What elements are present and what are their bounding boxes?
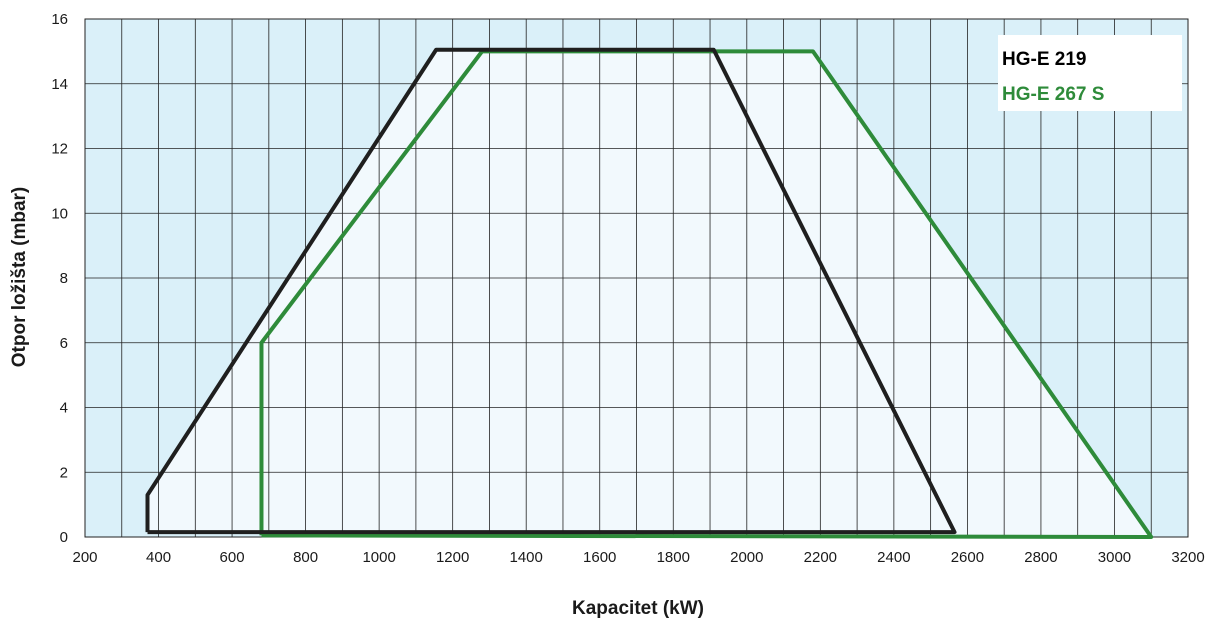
x-tick-label: 2200: [804, 549, 837, 566]
x-tick-labels: 200 400 600 800 1000 1200 1400 1600 1800 2000 2200…: [72, 549, 1204, 566]
x-axis-title: Kapacitet (kW): [572, 598, 704, 619]
region-fill-2: [261, 51, 1152, 537]
x-tick-label: 800: [293, 549, 318, 566]
y-tick-label: 10: [51, 205, 68, 222]
x-tick-label: 2400: [877, 549, 910, 566]
legend: HG-E 219 HG-E 267 S: [998, 35, 1182, 111]
x-tick-label: 3200: [1171, 549, 1204, 566]
legend-label-hg-e-267-s: HG-E 267 S: [1002, 84, 1104, 105]
x-tick-label: 1600: [583, 549, 616, 566]
x-tick-label: 2000: [730, 549, 763, 566]
series-line-hg-e-219: [145, 47, 957, 535]
x-tick-label: 1000: [362, 549, 395, 566]
y-tick-label: 4: [60, 400, 68, 417]
operating-region: [147, 49, 1152, 537]
x-tick-label: 2600: [951, 549, 984, 566]
x-tick-label: 200: [72, 549, 97, 566]
y-tick-label: 14: [51, 76, 68, 93]
y-tick-labels: 0 2 4 6 8 10 12 14 16: [51, 11, 68, 546]
series-lines: [145, 47, 1154, 539]
y-tick-label: 8: [60, 270, 68, 287]
y-tick-label: 0: [60, 529, 68, 546]
x-tick-label: 2800: [1024, 549, 1057, 566]
y-tick-label: 12: [51, 141, 68, 158]
x-tick-label: 600: [220, 549, 245, 566]
x-tick-label: 1800: [657, 549, 690, 566]
y-tick-label: 16: [51, 11, 68, 28]
y-tick-label: 6: [60, 335, 68, 352]
y-axis-title: Otpor ložišta (mbar): [9, 187, 30, 368]
legend-label-hg-e-219: HG-E 219: [1002, 49, 1086, 70]
x-tick-label: 1200: [436, 549, 469, 566]
legend-box: [998, 35, 1182, 111]
x-tick-label: 400: [146, 549, 171, 566]
x-tick-label: 1400: [510, 549, 543, 566]
x-tick-label: 3000: [1098, 549, 1131, 566]
y-tick-label: 2: [60, 464, 68, 481]
